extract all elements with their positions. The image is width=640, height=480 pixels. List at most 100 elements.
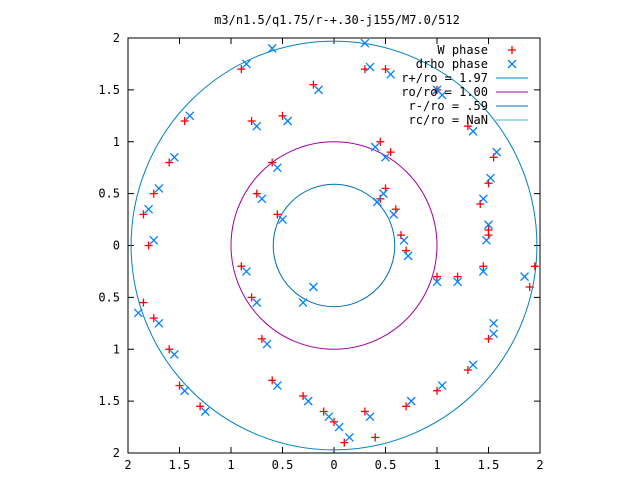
w-phase-point: [330, 417, 338, 426]
drho-phase-point: [278, 215, 287, 225]
w-phase-point: [268, 376, 277, 385]
drho-phase-point: [370, 142, 380, 152]
data-points: [133, 38, 539, 447]
drho-phase-point: [372, 197, 382, 207]
w-phase-point: [144, 241, 153, 250]
circle-ro: [230, 141, 438, 350]
drho-phase-point: [365, 412, 375, 422]
drho-phase-point: [169, 349, 179, 359]
y-tick-label: 1: [113, 342, 120, 356]
drho-phase-point: [344, 432, 354, 442]
drho-phase-point: [481, 235, 491, 245]
drho-phase-point: [154, 183, 164, 193]
drho-phase-point: [180, 386, 190, 396]
drho-phase-point: [386, 69, 396, 79]
w-phase-point: [149, 314, 158, 323]
x-tick-label: 0: [330, 458, 337, 472]
drho-phase-point: [267, 43, 277, 53]
w-phase-point: [484, 334, 493, 343]
w-phase-point: [433, 272, 441, 281]
drho-phase-point: [399, 235, 409, 245]
drho-phase-point: [437, 381, 447, 391]
y-tick-label: 1: [113, 135, 120, 149]
drho-phase-point: [149, 235, 159, 245]
drho-phase-point: [303, 396, 313, 406]
drho-phase-point: [432, 277, 442, 287]
y-tick-label: 2: [113, 31, 120, 45]
y-tick-label: 0: [113, 239, 120, 253]
w-phase-point: [299, 391, 308, 400]
w-phase-point: [376, 137, 385, 146]
x-tick-label: 2: [536, 458, 543, 472]
w-phase-point: [453, 272, 462, 281]
drho-phase-point: [283, 116, 293, 126]
drho-phase-point: [468, 360, 478, 370]
reference-circles: [130, 40, 538, 451]
w-phase-point: [340, 438, 349, 447]
w-phase-point: [371, 433, 380, 442]
w-phase-point: [278, 111, 287, 120]
w-phase-point: [247, 293, 256, 302]
drho-phase-point: [489, 318, 499, 328]
drho-phase-point: [262, 339, 272, 349]
w-phase-point: [381, 65, 390, 74]
w-phase-point: [386, 148, 395, 157]
w-phase-point: [149, 189, 158, 198]
drho-phase-point: [308, 282, 318, 292]
w-phase-point: [247, 117, 256, 125]
x-tick-label: 1.5: [169, 458, 191, 472]
w-phase-point: [402, 402, 411, 411]
drho-phase-point: [478, 194, 488, 204]
circle-r: [130, 40, 538, 451]
x-tick-label: 1: [433, 458, 440, 472]
drho-phase-point: [484, 220, 493, 230]
y-tick-label: 0.5: [98, 290, 120, 304]
drho-phase-point: [378, 189, 388, 199]
w-phase-point: [463, 122, 472, 131]
w-phase-point: [139, 210, 148, 219]
drho-phase-point: [252, 121, 262, 131]
w-phase-point: [237, 65, 246, 74]
drho-phase-point: [324, 412, 334, 422]
legend-marker: [508, 46, 516, 54]
w-phase-point: [268, 158, 277, 167]
drho-phase-point: [241, 266, 251, 276]
y-tick-label: 1.5: [98, 83, 120, 97]
x-tick-label: 1: [227, 458, 234, 472]
drho-phase-point: [252, 298, 262, 308]
legend-marker: [507, 59, 517, 69]
y-tick-label: 1.5: [98, 394, 120, 408]
y-tick-label: 0.5: [98, 187, 120, 201]
drho-phase-point: [241, 59, 251, 69]
drho-phase-point: [200, 407, 210, 416]
w-phase-point: [180, 117, 189, 125]
w-phase-point: [252, 189, 261, 198]
w-phase-point: [196, 402, 205, 411]
w-phase-point: [484, 225, 493, 234]
legend-label: rc/ro = NaN: [409, 113, 488, 127]
drho-phase-point: [334, 422, 344, 432]
drho-phase-point: [403, 251, 413, 261]
legend-label: r-/ro = .59: [409, 99, 488, 113]
drho-phase-point: [169, 152, 179, 162]
drho-phase-point: [154, 318, 164, 328]
drho-phase-point: [489, 329, 499, 339]
legend-label: r+/ro = 1.97: [401, 71, 488, 85]
w-phase-point: [309, 80, 318, 89]
w-phase-point: [525, 283, 534, 291]
w-phase-point: [463, 366, 472, 374]
drho-phase-point: [468, 126, 478, 136]
drho-phase-point: [298, 298, 308, 308]
drho-phase-point: [272, 381, 282, 391]
drho-phase-point: [492, 147, 502, 157]
drho-phase-point: [185, 111, 195, 121]
drho-phase-point: [144, 204, 154, 214]
x-tick-label: 0.5: [272, 458, 294, 472]
drho-phase-point: [520, 272, 530, 282]
legend-label: ro/ro = 1.00: [401, 85, 488, 99]
drho-phase-point: [272, 163, 282, 173]
drho-phase-point: [365, 62, 375, 72]
axis-ticks: 2 1.5 1 0.5 0 0.5 1 1.5 221.510.500.511.52: [98, 31, 543, 472]
w-phase-point: [479, 262, 488, 271]
